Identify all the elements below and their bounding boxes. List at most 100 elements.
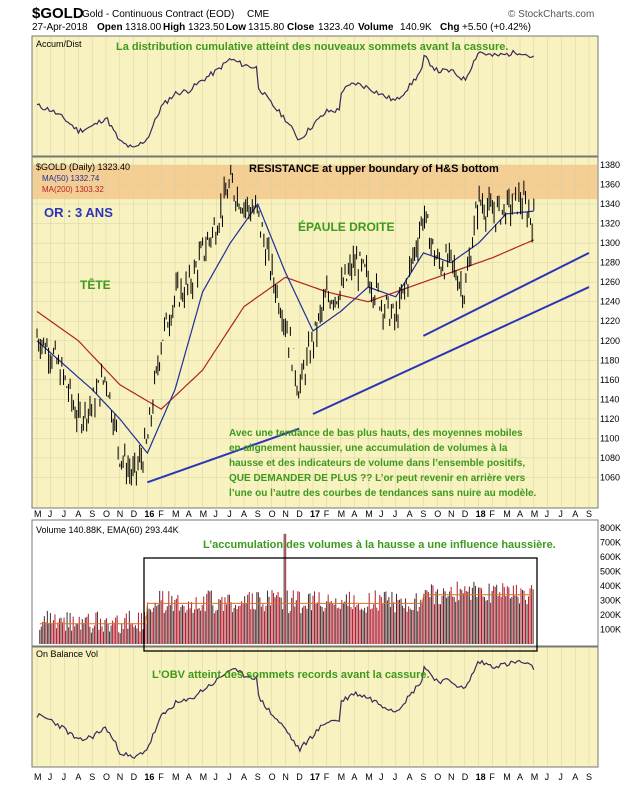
- month-tick-label: A: [517, 772, 523, 782]
- volume-label: Volume: [358, 22, 394, 33]
- comment-block: Avec une tendance de bas plus hauts, des…: [229, 428, 537, 499]
- comment-line: Avec une tendance de bas plus hauts, des…: [229, 428, 523, 439]
- month-tick-label: F: [324, 509, 330, 519]
- volume-ema-line: [39, 594, 534, 625]
- month-tick-label: S: [420, 772, 426, 782]
- volume-tick-label: 400K: [600, 581, 621, 591]
- price-tick-label: 1200: [600, 336, 620, 346]
- month-tick-label: M: [503, 509, 511, 519]
- price-panel: [31, 156, 599, 509]
- trendlines: [147, 251, 590, 484]
- month-tick-label: M: [503, 772, 511, 782]
- ma50-line: [36, 202, 534, 455]
- month-tick-label: D: [296, 772, 303, 782]
- month-tick-label: M: [34, 772, 42, 782]
- comment-line: hausse et des indicateurs de volume dans…: [229, 458, 525, 469]
- shoulder-note: ÉPAULE DROITE: [298, 219, 394, 234]
- price-tick-label: 1140: [600, 394, 619, 404]
- month-gridlines: [36, 37, 590, 766]
- month-tick-label: F: [158, 509, 164, 519]
- high-label: High: [163, 22, 185, 33]
- month-tick-label: S: [586, 772, 592, 782]
- month-tick-label: J: [213, 509, 218, 519]
- month-tick-label: S: [89, 772, 95, 782]
- month-tick-label: M: [531, 772, 539, 782]
- month-tick-label: O: [103, 772, 110, 782]
- symbol-title: $GOLD: [32, 5, 84, 22]
- month-tick-label: J: [545, 509, 550, 519]
- resistance-band: [33, 165, 597, 200]
- month-tick-label: S: [420, 509, 426, 519]
- month-tick-label: M: [200, 509, 208, 519]
- month-tick-label: J: [545, 772, 550, 782]
- volume-tick-label: 300K: [600, 596, 621, 606]
- month-tick-label: A: [241, 509, 247, 519]
- month-tick-label: D: [131, 509, 138, 519]
- month-tick-label: 17: [310, 772, 320, 782]
- volume-tick-label: 600K: [600, 552, 621, 562]
- accumulation-box: [143, 557, 538, 652]
- month-tick-label: D: [296, 509, 303, 519]
- low-value: 1315.80: [248, 22, 285, 33]
- volume-tick-label: 200K: [600, 610, 621, 620]
- obv-note: L’OBV atteint des sommets records avant …: [152, 669, 430, 681]
- month-tick-label: A: [407, 509, 413, 519]
- month-tick-label: A: [351, 772, 357, 782]
- month-tick-label: J: [227, 509, 232, 519]
- month-tick-label: S: [255, 772, 261, 782]
- month-tick-label: N: [282, 772, 289, 782]
- month-tick-label: J: [48, 509, 53, 519]
- month-tick-label: F: [489, 772, 495, 782]
- month-tick-label: A: [517, 509, 523, 519]
- volume-value: 140.9K: [400, 22, 432, 33]
- month-tick-label: S: [89, 509, 95, 519]
- price-tick-label: 1180: [600, 355, 619, 365]
- month-tick-label: J: [379, 509, 384, 519]
- month-tick-label: O: [103, 509, 110, 519]
- month-tick-label: O: [269, 772, 276, 782]
- obv-panel: [31, 646, 599, 768]
- high-value: 1323.50: [188, 22, 225, 33]
- month-tick-label: O: [434, 772, 441, 782]
- month-tick-label: D: [131, 772, 138, 782]
- month-tick-label: J: [558, 509, 563, 519]
- month-tick-label: A: [75, 772, 81, 782]
- accum-legend: Accum/Dist: [36, 39, 82, 49]
- accum-note: La distribution cumulative atteint des n…: [116, 41, 508, 53]
- volume-tick-label: 700K: [600, 538, 621, 548]
- open-label: Open: [97, 22, 123, 33]
- low-label: Low: [226, 22, 246, 33]
- close-value: 1323.40: [318, 22, 355, 33]
- ohlc-readout: 27-Apr-2018 Open 1318.00 High 1323.50 Lo…: [32, 22, 531, 33]
- close-label: Close: [287, 22, 315, 33]
- price-tick-label: 1340: [600, 199, 620, 209]
- month-tick-label: O: [269, 509, 276, 519]
- month-tick-label: 17: [310, 509, 320, 519]
- resistance-note: RESISTANCE at upper boundary of H&S bott…: [249, 163, 499, 175]
- accum-dist-line: [36, 49, 535, 149]
- trendline: [422, 251, 590, 337]
- date-readout: 27-Apr-2018: [32, 22, 88, 33]
- comment-line: QUE DEMANDER DE PLUS ?? L’or peut reveni…: [229, 473, 526, 484]
- price-gridlines: [33, 164, 597, 478]
- contract-description: Gold - Continuous Contract (EOD): [82, 9, 234, 20]
- month-tick-label: M: [365, 772, 373, 782]
- ma200-legend: MA(200) 1303.32: [42, 185, 104, 194]
- month-tick-label: J: [62, 509, 67, 519]
- month-tick-label: A: [351, 509, 357, 519]
- month-tick-label: N: [448, 509, 455, 519]
- month-tick-label: A: [572, 772, 578, 782]
- month-tick-label: 16: [144, 772, 154, 782]
- month-tick-label: J: [558, 772, 563, 782]
- price-tick-label: 1260: [600, 277, 620, 287]
- price-tick-label: 1080: [600, 453, 620, 463]
- trendline: [312, 286, 590, 415]
- volume-bars: [39, 533, 534, 644]
- price-tick-label: 1120: [600, 414, 619, 424]
- price-tick-label: 1160: [600, 375, 619, 385]
- month-tick-label: 16: [144, 509, 154, 519]
- month-tick-label: M: [200, 772, 208, 782]
- month-tick-label: J: [379, 772, 384, 782]
- month-axis-lower: M J J A S O N D 16 F M A M J J A S O N D 17 F M A M J J A S O N D 18 F M A M…: [34, 772, 592, 782]
- month-axis-upper: M J J A S O N D 16 F M A M J J A S O N D 17 F M A M J J A S O N D 18 F M A M…: [34, 509, 592, 519]
